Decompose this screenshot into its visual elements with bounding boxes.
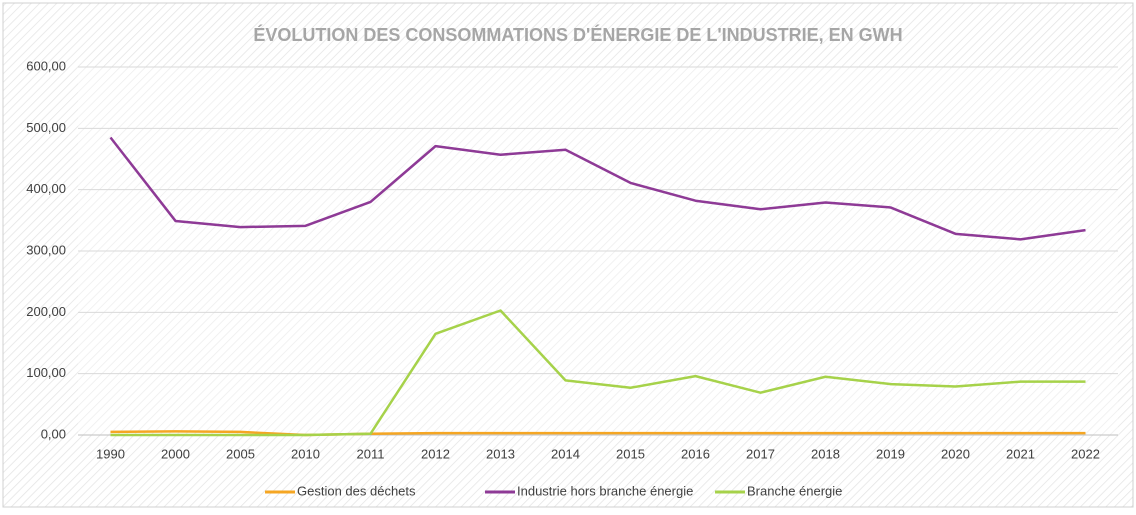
y-tick-label: 200,00 [26,304,66,319]
line-series [109,136,1086,241]
chart-title: ÉVOLUTION DES CONSOMMATIONS D'ÉNERGIE DE… [253,24,902,45]
x-tick-label: 2015 [616,446,645,461]
x-tick-label: 2005 [226,446,255,461]
x-tick-label: 2013 [486,446,515,461]
y-tick-label: 600,00 [26,58,66,73]
x-tick-label: 2019 [876,446,905,461]
y-tick-label: 500,00 [26,120,66,135]
x-tick-label: 2020 [941,446,970,461]
line-series [110,309,1086,437]
x-tick-label: 2021 [1006,446,1035,461]
line-series [110,430,1086,437]
y-tick-label: 300,00 [26,242,66,257]
x-tick-label: 2022 [1071,446,1100,461]
y-tick-label: 400,00 [26,181,66,196]
x-tick-label: 2017 [746,446,775,461]
x-tick-label: 2010 [291,446,320,461]
x-tick-label: 2016 [681,446,710,461]
legend-label: Branche énergie [747,483,842,498]
legend-label: Industrie hors branche énergie [517,483,693,498]
x-tick-label: 2014 [551,446,580,461]
y-tick-label: 100,00 [26,365,66,380]
x-tick-label: 2012 [421,446,450,461]
y-tick-label: 0,00 [41,426,66,441]
chart-background [2,2,1134,508]
legend-label: Gestion des déchets [297,483,416,498]
x-tick-label: 2000 [161,446,190,461]
x-tick-label: 2018 [811,446,840,461]
x-tick-label: 1990 [96,446,125,461]
x-tick-label: 2011 [357,446,385,461]
